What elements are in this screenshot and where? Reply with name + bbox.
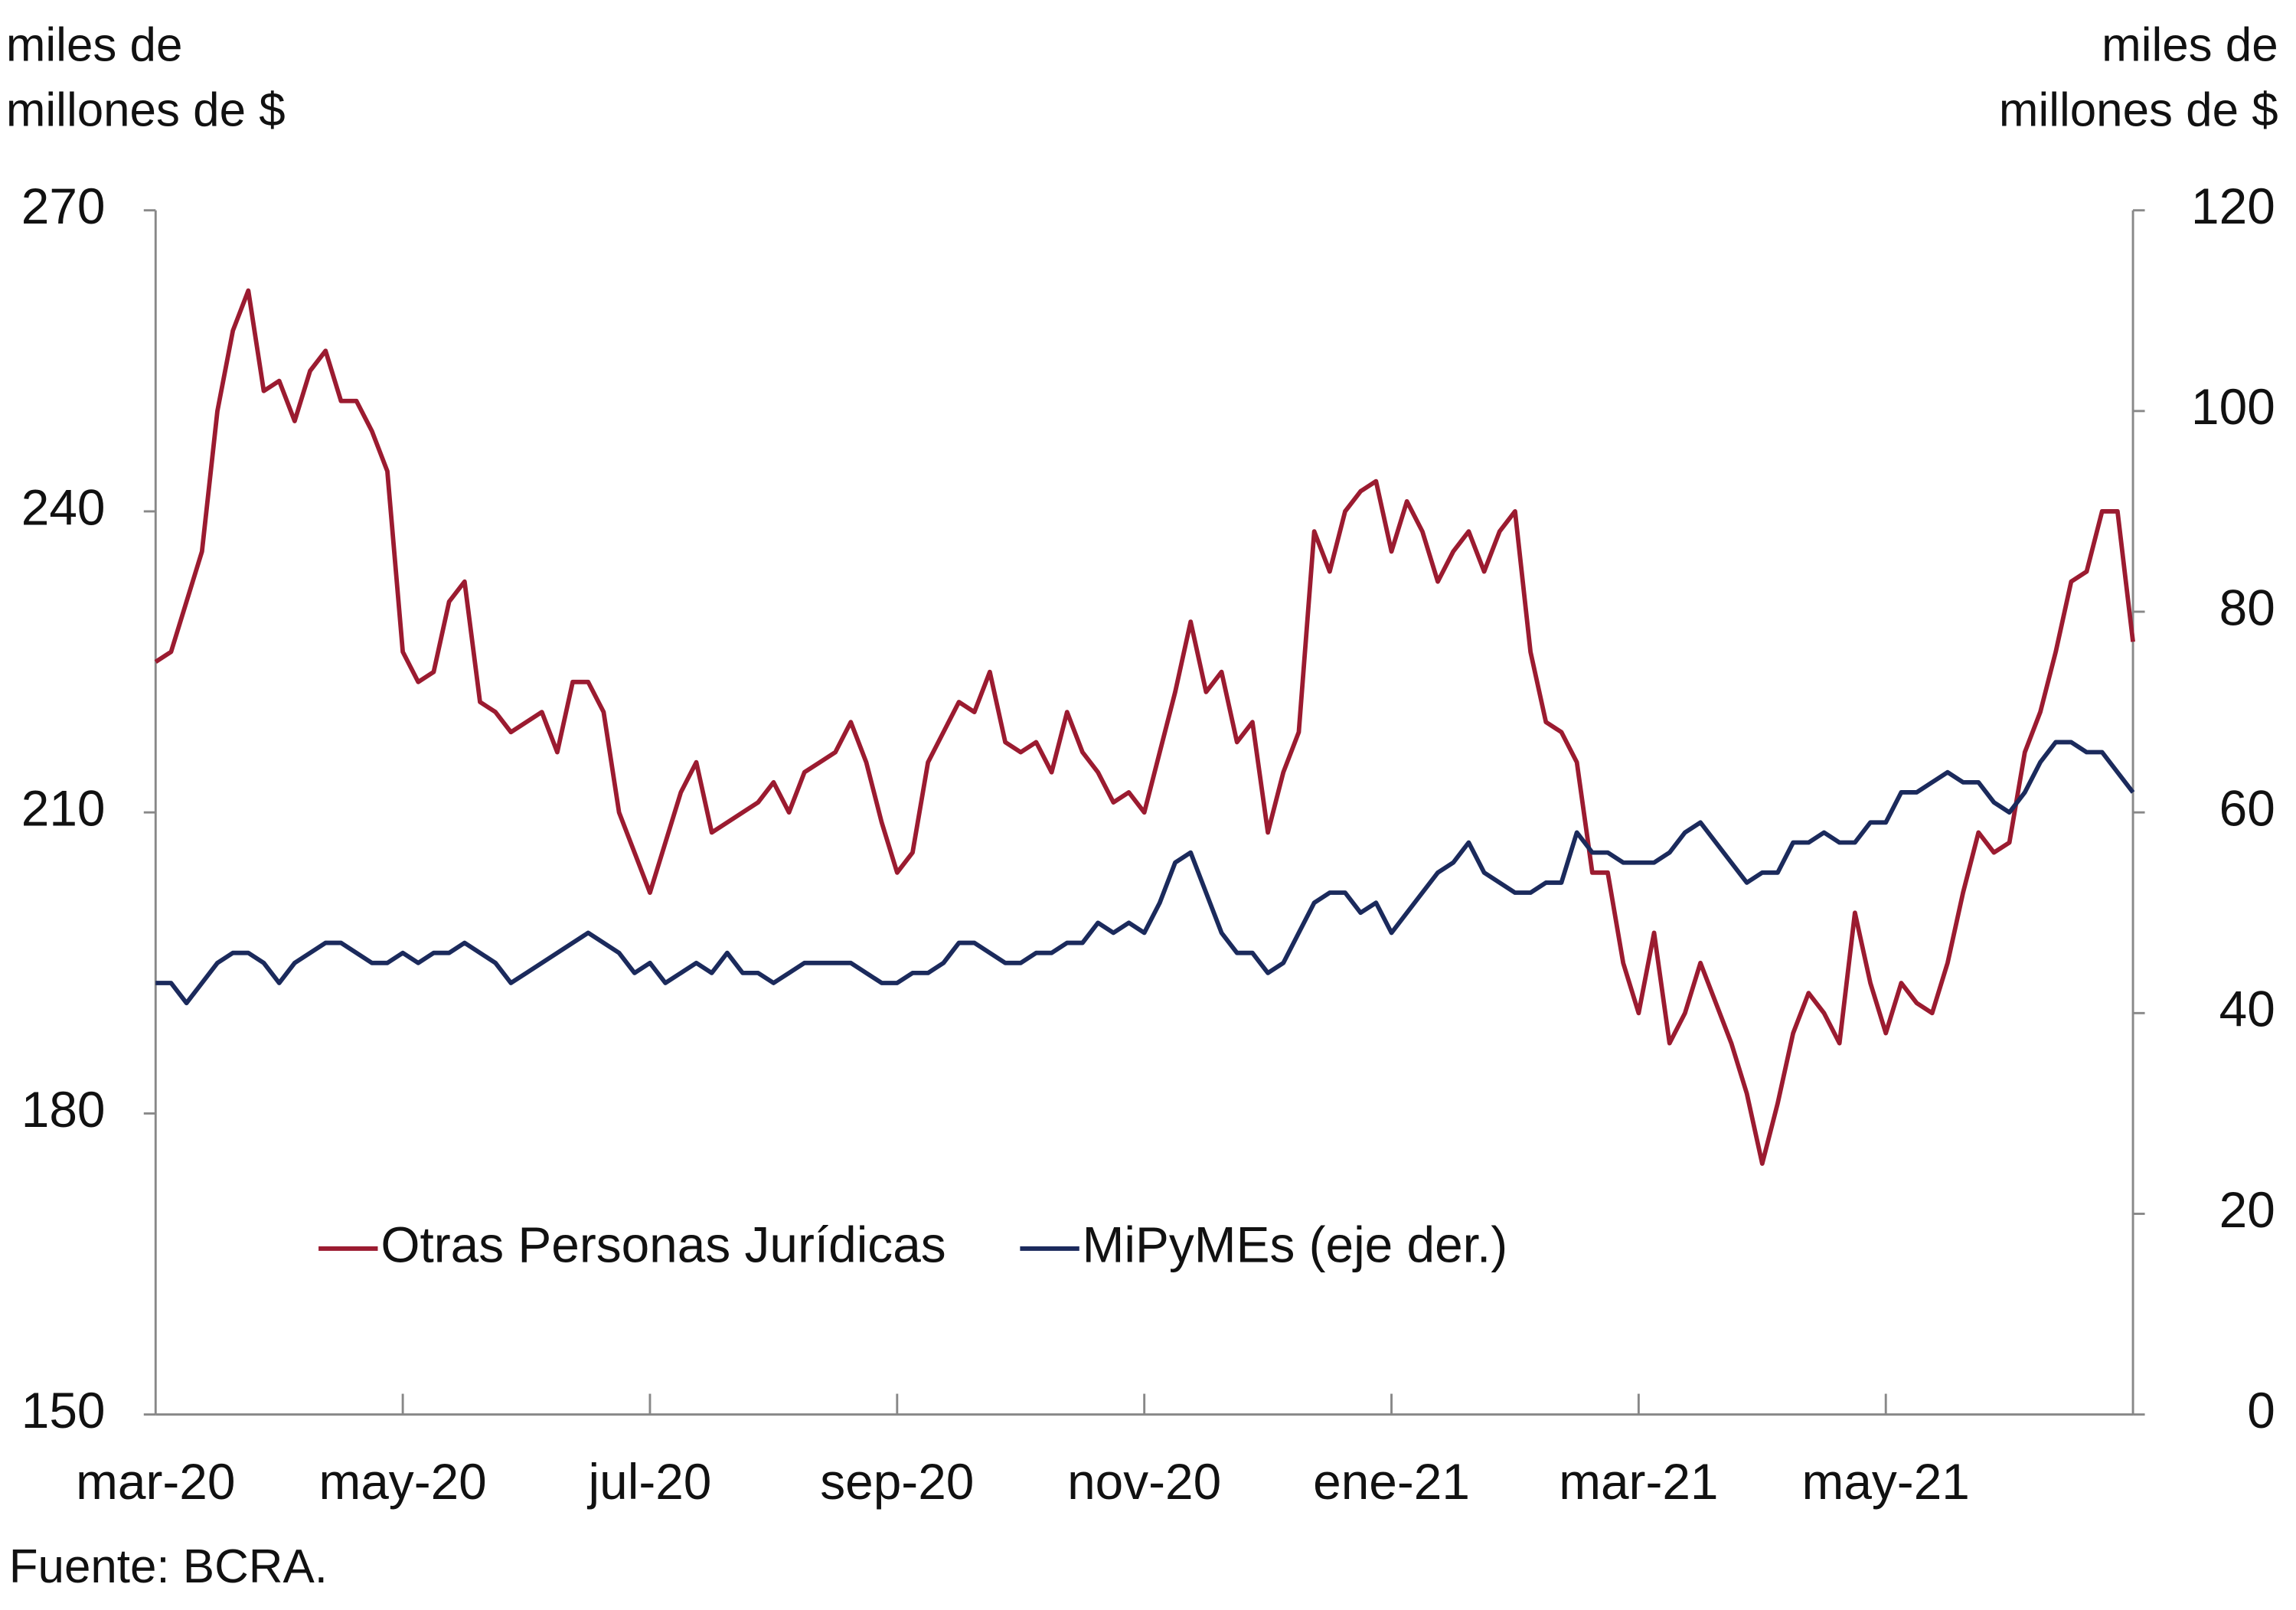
- y2-axis-title-box: miles de millones de $: [1998, 18, 2278, 136]
- x-tick-label: nov-20: [1067, 1453, 1221, 1510]
- source-note: Fuente: BCRA.: [9, 1540, 328, 1593]
- series-line: [155, 740, 2135, 1006]
- y-tick-label: 240: [21, 478, 106, 535]
- x-tick-label: sep-20: [820, 1453, 974, 1510]
- x-tick-label: mar-20: [76, 1453, 235, 1510]
- y2-tick-label: 60: [2219, 780, 2275, 837]
- y2-tick-label: 80: [2219, 579, 2275, 635]
- series-line: [154, 288, 2135, 1166]
- x-tick-label: may-21: [1802, 1453, 1970, 1510]
- x-tick-label: jul-20: [587, 1453, 712, 1510]
- y-axis-title: miles de millones de $: [5, 18, 286, 136]
- legend-label: MiPyMEs (eje der.): [1083, 1216, 1507, 1272]
- y-tick-label: 210: [21, 780, 106, 837]
- y2-axis-title: miles de millones de $: [1998, 18, 2278, 136]
- y-tick-label: 150: [21, 1382, 106, 1439]
- y-tick-label: 180: [21, 1081, 106, 1138]
- legend-label: Otras Personas Jurídicas: [380, 1216, 946, 1272]
- y2-tick-label: 40: [2219, 981, 2275, 1037]
- x-tick-label: mar-21: [1559, 1453, 1718, 1510]
- y2-tick-label: 100: [2191, 378, 2275, 435]
- y-axis-title-box: miles de millones de $: [5, 18, 286, 136]
- x-tick-label: ene-21: [1313, 1453, 1470, 1510]
- y-tick-label: 270: [21, 178, 106, 234]
- y2-tick-label: 0: [2247, 1382, 2275, 1439]
- y2-tick-label: 120: [2191, 178, 2275, 234]
- y2-tick-label: 20: [2219, 1181, 2275, 1238]
- x-tick-label: may-20: [318, 1453, 486, 1510]
